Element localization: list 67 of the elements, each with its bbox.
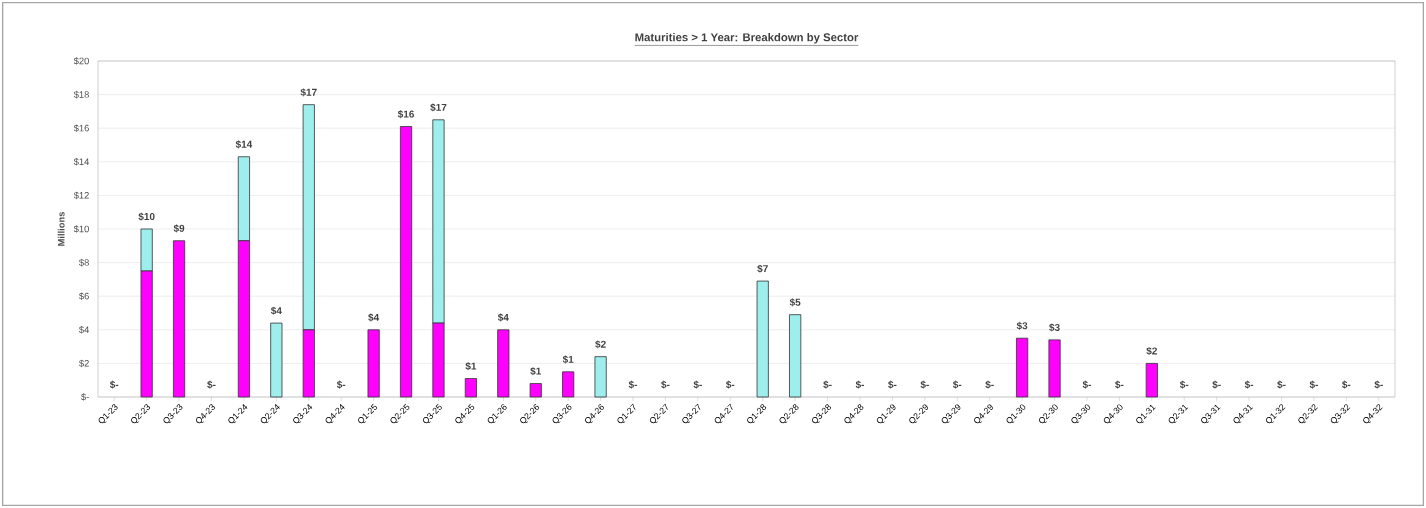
bar <box>173 240 186 398</box>
total-label: $- <box>1342 380 1351 389</box>
total-label: $1 <box>530 367 542 376</box>
total-label: $4 <box>497 313 509 322</box>
y-tick-label: $12 <box>73 191 89 200</box>
y-tick-label: $18 <box>73 90 89 99</box>
total-label: $- <box>661 380 670 389</box>
total-label: $- <box>855 380 865 389</box>
chart-title: Maturities > 1 Year: Breakdown by Sector <box>635 32 859 44</box>
bar <box>562 371 575 398</box>
total-label: $16 <box>397 110 415 119</box>
total-label: $- <box>1115 380 1124 389</box>
y-tick-label: $2 <box>79 359 89 368</box>
total-label: $5 <box>789 298 801 307</box>
total-label: $- <box>109 380 119 389</box>
total-label: $- <box>920 380 929 389</box>
total-label: $- <box>985 380 994 389</box>
total-label: $17 <box>430 103 447 112</box>
total-label: $1 <box>465 362 477 371</box>
total-label: $14 <box>235 140 253 149</box>
total-label: $1 <box>562 355 574 364</box>
total-label: $- <box>823 380 832 389</box>
bar <box>367 329 380 398</box>
total-label: $4 <box>270 306 282 315</box>
y-tick-label: $6 <box>79 292 89 300</box>
total-label: $- <box>1082 380 1092 389</box>
total-label: $- <box>1277 380 1286 389</box>
y-axis-title: Millions <box>57 212 65 246</box>
total-label: $- <box>1244 380 1254 389</box>
total-label: $4 <box>368 313 380 322</box>
bar <box>756 280 769 398</box>
total-label: $17 <box>300 88 317 97</box>
total-label: $- <box>725 380 735 389</box>
bar <box>270 322 283 398</box>
total-label: $- <box>1179 380 1189 389</box>
total-label: $2 <box>595 340 606 349</box>
y-tick-label: $10 <box>73 225 89 233</box>
y-tick-label: $8 <box>79 258 89 267</box>
total-label: $7 <box>757 264 768 273</box>
bar <box>1145 363 1158 398</box>
total-label: $- <box>628 380 638 389</box>
total-label: $- <box>952 380 962 389</box>
bar <box>789 314 802 398</box>
total-label: $- <box>888 380 897 389</box>
y-tick-label: $16 <box>73 124 89 132</box>
total-label: $- <box>336 380 346 389</box>
total-label: $3 <box>1049 323 1060 332</box>
y-tick-label: $- <box>81 393 89 401</box>
bar <box>399 126 413 398</box>
total-label: $9 <box>173 224 185 233</box>
y-tick-label: $4 <box>79 326 90 334</box>
total-label: $3 <box>1016 321 1028 330</box>
total-label: $- <box>207 380 216 389</box>
total-label: $- <box>693 380 702 389</box>
bar <box>529 383 542 398</box>
y-tick-label: $20 <box>73 57 89 65</box>
bar <box>464 378 477 398</box>
total-label: $10 <box>138 212 155 221</box>
bar <box>1048 339 1061 398</box>
total-label: $- <box>1309 380 1318 389</box>
bar <box>594 356 607 398</box>
y-tick-label: $14 <box>73 158 90 166</box>
total-label: $2 <box>1146 346 1157 356</box>
total-label: $- <box>1212 380 1221 389</box>
total-label: $- <box>1374 380 1383 389</box>
bar <box>497 329 510 398</box>
bar <box>1016 337 1029 398</box>
